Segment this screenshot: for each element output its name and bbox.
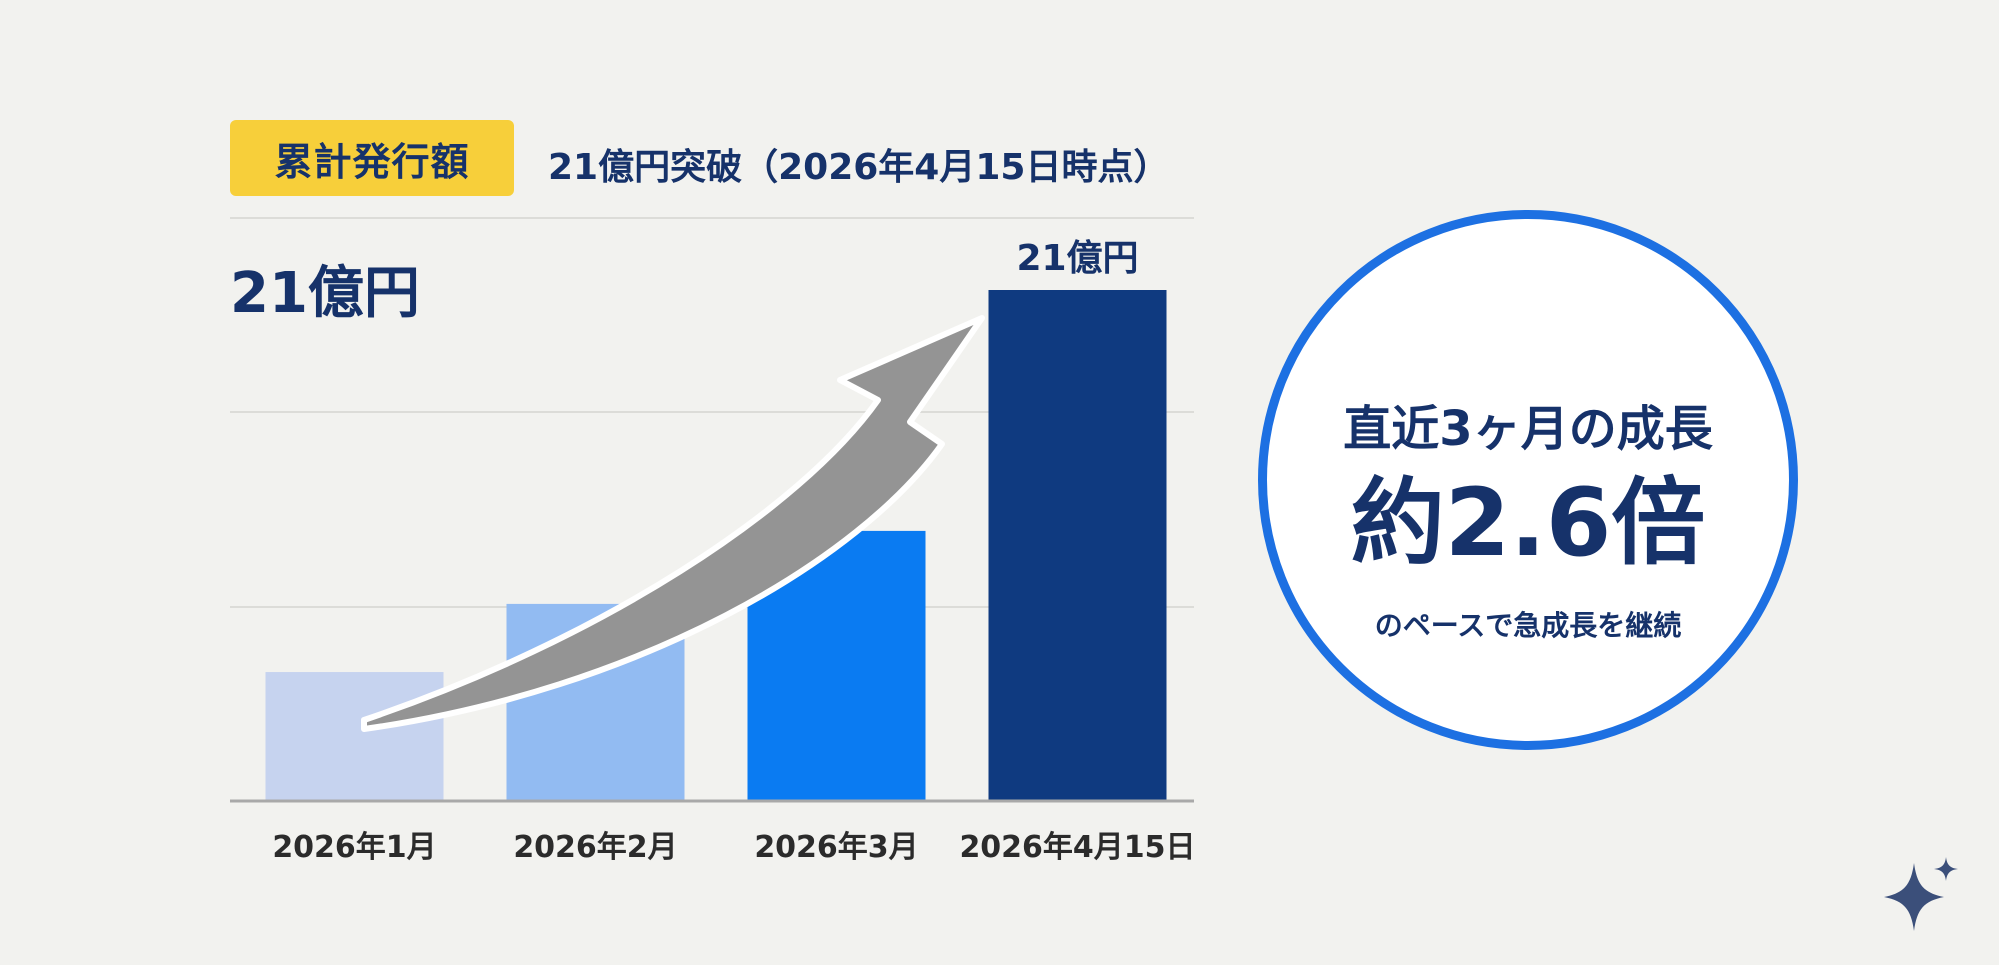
growth-period-label: 直近3ヶ月の成長 — [1343, 401, 1713, 457]
bar — [265, 672, 444, 801]
growth-multiple: 約2.6倍 — [1350, 469, 1706, 578]
cumulative-issuance-badge: 累計発行額 — [230, 120, 514, 196]
x-tick-label: 2026年2月 — [513, 830, 677, 865]
growth-highlight-circle: 直近3ヶ月の成長 約2.6倍 のペースで急成長を継続 — [1258, 210, 1798, 750]
bar — [988, 290, 1167, 801]
x-tick-labels: 2026年1月 2026年2月 2026年3月 2026年4月15日 — [272, 830, 1195, 865]
total-amount: 21億円 — [230, 261, 420, 326]
x-tick-label: 2026年3月 — [754, 830, 918, 865]
sparkle-icon — [1884, 857, 1958, 931]
x-tick-label: 2026年1月 — [272, 830, 436, 865]
trend-arrow — [361, 315, 985, 732]
bars — [265, 290, 1167, 801]
data-label: 21億円 — [1016, 238, 1138, 279]
growth-caption: のペースで急成長を継続 — [1374, 609, 1682, 642]
headline: 21億円突破（2026年4月15日時点） — [548, 147, 1170, 188]
x-tick-label: 2026年4月15日 — [959, 830, 1195, 865]
data-labels: 21億円 — [1016, 238, 1138, 279]
bar-chart: 2026年1月 2026年2月 2026年3月 2026年4月15日 21億円 — [230, 217, 1196, 865]
